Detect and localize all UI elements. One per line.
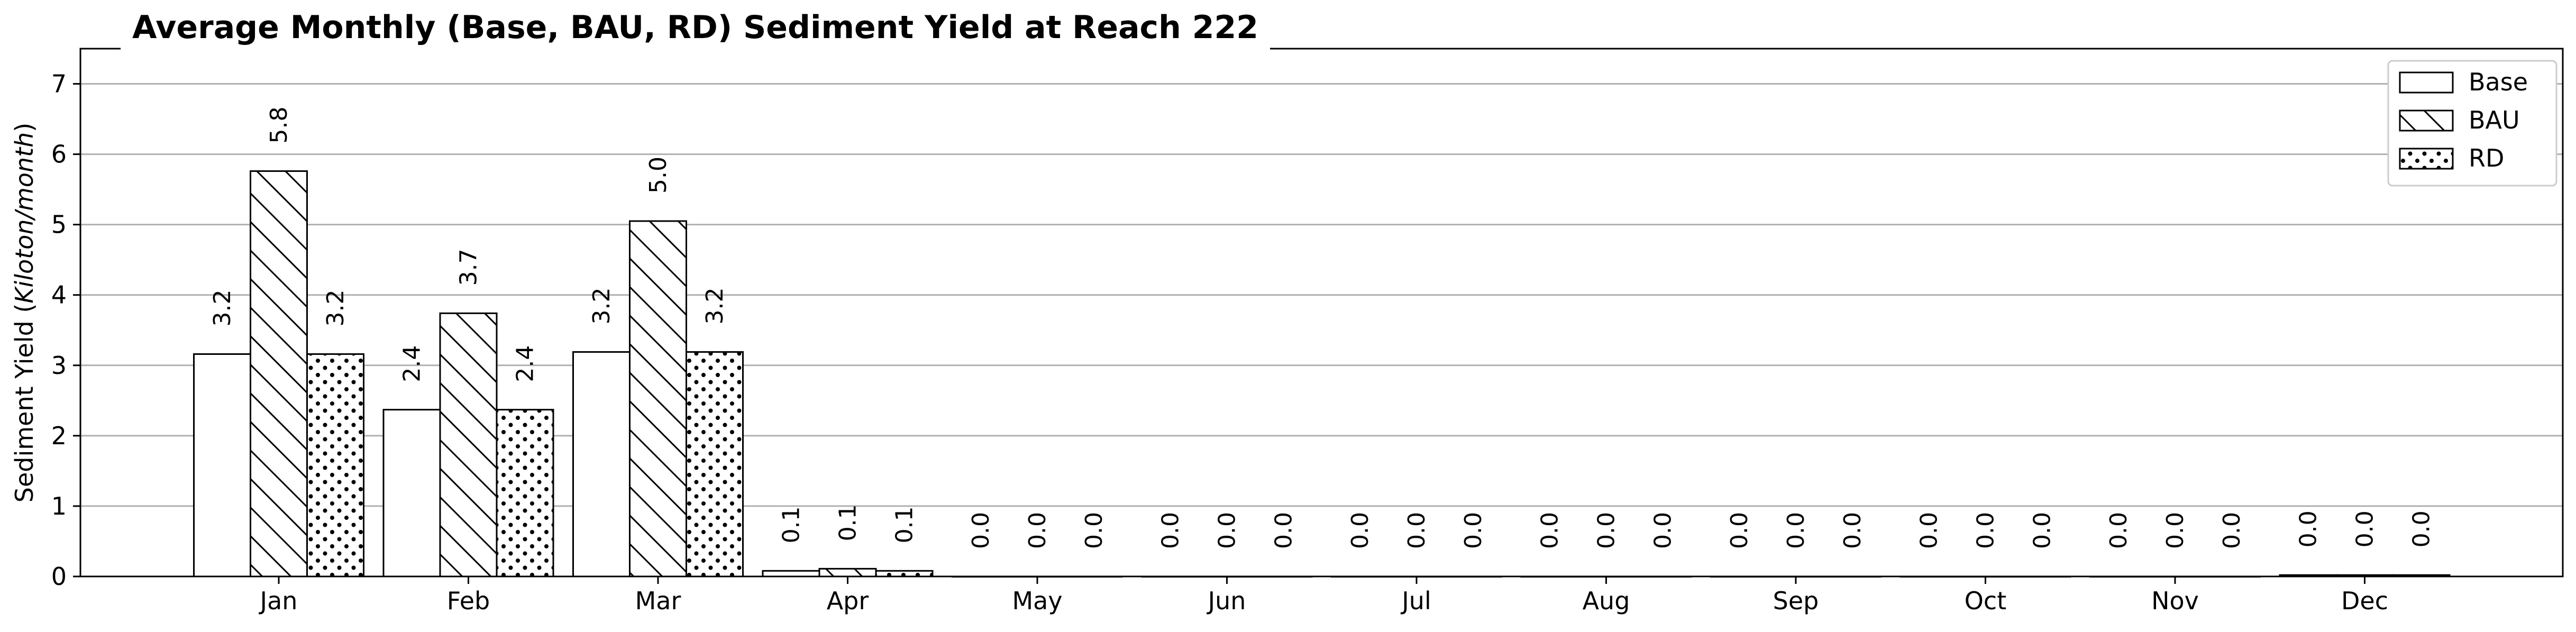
bar-bau-mar xyxy=(629,220,687,578)
legend-label-bau: BAU xyxy=(2469,106,2520,134)
legend: Base BAU RD xyxy=(2387,60,2557,187)
bar-base-feb xyxy=(382,409,441,578)
data-label: 0.0 xyxy=(967,512,994,549)
legend-swatch-rd xyxy=(2399,148,2454,170)
legend-label-base: Base xyxy=(2469,68,2528,96)
title-background xyxy=(121,40,1270,57)
y-tick-label: 1 xyxy=(51,492,67,520)
y-tick-label: 6 xyxy=(51,140,67,169)
data-label: 0.0 xyxy=(1839,512,1866,549)
data-label: 0.0 xyxy=(2162,512,2189,549)
x-tick-label: Aug xyxy=(1583,587,1630,615)
x-tick-label: Dec xyxy=(2341,587,2388,615)
data-label: 2.4 xyxy=(512,345,539,382)
data-label: 0.1 xyxy=(891,506,918,543)
data-label: 2.4 xyxy=(399,345,426,382)
bar-bau-feb xyxy=(439,312,498,578)
data-label: 0.0 xyxy=(1726,512,1753,549)
data-label: 0.0 xyxy=(1214,512,1241,549)
data-label: 3.7 xyxy=(455,249,482,286)
data-label: 0.0 xyxy=(2408,510,2435,547)
data-label: 3.2 xyxy=(588,288,615,325)
y-tick-label: 4 xyxy=(51,281,67,309)
data-label: 5.8 xyxy=(266,107,293,144)
x-axis: Jan Feb Mar Apr May Jun Jul Aug Sep Oct Nov Dec xyxy=(259,576,2388,615)
data-label: 0.0 xyxy=(1403,512,1430,549)
data-label: 0.0 xyxy=(1157,512,1184,549)
x-tick-label: Jun xyxy=(1207,587,1246,615)
x-tick-label: Nov xyxy=(2151,587,2199,615)
y-axis-label-unit: Kiloton/month xyxy=(10,132,39,304)
data-label: 0.0 xyxy=(1271,512,1298,549)
chart-title: Average Monthly (Base, BAU, RD) Sediment… xyxy=(132,9,1258,46)
legend-label-rd: RD xyxy=(2469,144,2504,172)
data-label: 0.0 xyxy=(2295,510,2322,547)
x-tick-label: Mar xyxy=(635,587,681,615)
x-tick-label: Feb xyxy=(447,587,490,615)
y-tick-label: 5 xyxy=(51,210,67,239)
bar-base-apr xyxy=(762,570,820,578)
bar-rd-apr xyxy=(875,570,934,578)
x-tick-label: May xyxy=(1012,587,1062,615)
y-axis-label-prefix: Sediment Yield ( xyxy=(10,304,39,503)
x-tick-label: Jan xyxy=(259,587,298,615)
data-label: 0.1 xyxy=(835,504,862,541)
data-label: 0.0 xyxy=(1460,512,1487,549)
x-tick-label: Oct xyxy=(1965,587,2007,615)
legend-swatch-base xyxy=(2399,71,2454,94)
y-tick-label: 3 xyxy=(51,351,67,380)
data-label: 0.0 xyxy=(1024,512,1051,549)
data-label: 0.0 xyxy=(1916,512,1943,549)
data-label: 0.0 xyxy=(1593,512,1620,549)
bar-rd-feb xyxy=(496,409,554,578)
data-label: 0.1 xyxy=(778,506,805,543)
data-label: 0.0 xyxy=(2352,510,2379,547)
data-label: 3.2 xyxy=(209,290,236,327)
y-axis-label-suffix: ) xyxy=(10,123,39,132)
data-label: 0.0 xyxy=(1972,512,1999,549)
bar-rd-jan xyxy=(306,353,364,578)
data-label: 0.0 xyxy=(1650,512,1677,549)
bar-base-jan xyxy=(193,353,251,578)
data-label: 3.2 xyxy=(322,290,349,327)
bar-bau-apr xyxy=(818,567,877,578)
data-label: 0.0 xyxy=(1783,512,1810,549)
bar-bau-jan xyxy=(250,170,308,578)
legend-swatch-bau xyxy=(2399,109,2454,132)
data-label: 0.0 xyxy=(2105,512,2132,549)
data-label: 0.0 xyxy=(1347,512,1374,549)
data-label: 0.0 xyxy=(2029,512,2056,549)
bars xyxy=(193,170,2451,578)
bar-rd-mar xyxy=(686,351,744,578)
bar-base-mar xyxy=(572,351,631,578)
y-tick-label: 0 xyxy=(51,562,67,591)
data-label: 0.0 xyxy=(1081,512,1108,549)
data-label: 3.2 xyxy=(701,288,728,325)
y-axis-label: Sediment Yield (Kiloton/month) xyxy=(10,123,39,502)
y-tick-label: 7 xyxy=(51,70,67,98)
y-tick-label: 2 xyxy=(51,422,67,450)
plot-frame xyxy=(79,48,2564,578)
y-axis: 0 1 2 3 4 5 6 7 xyxy=(51,70,80,591)
data-labels: 3.2 2.4 3.2 0.1 0.0 0.0 0.0 0.0 0.0 0.0 0.0 0.0 5.8 3… xyxy=(209,107,2435,549)
data-label: 0.0 xyxy=(2218,512,2245,549)
x-tick-label: Apr xyxy=(827,587,869,615)
x-tick-label: Jul xyxy=(1400,587,1431,615)
data-label: 0.0 xyxy=(1537,512,1564,549)
data-label: 5.0 xyxy=(645,157,672,194)
x-tick-label: Sep xyxy=(1773,587,1819,615)
